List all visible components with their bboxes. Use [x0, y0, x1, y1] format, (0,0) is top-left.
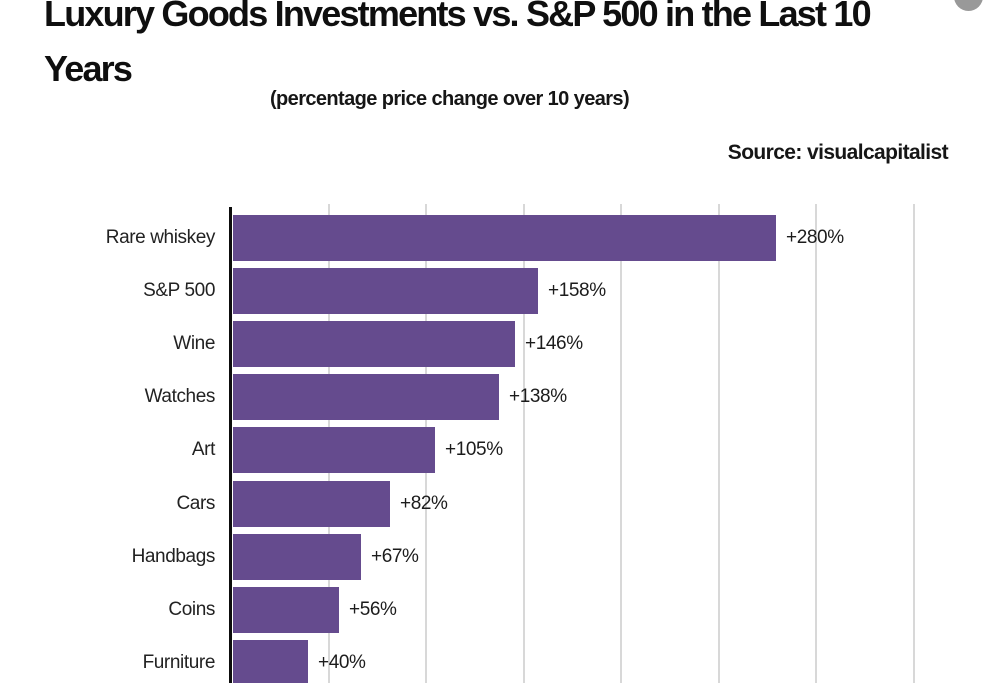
bar-row: Handbags +67%	[0, 533, 1000, 580]
bar-row: Art +105%	[0, 427, 1000, 474]
gridline	[912, 204, 915, 683]
bar	[233, 480, 390, 527]
source-credit: Source: visualcapitalist	[727, 141, 949, 164]
bar	[233, 533, 361, 580]
bar	[233, 374, 499, 421]
floating-widget-button[interactable]	[954, 0, 983, 11]
bar	[233, 268, 538, 315]
chart-title-line1: Luxury Goods Investments vs. S&P 500 in …	[44, 0, 872, 34]
chart-subtitle: (percentage price change over 10 years)	[270, 88, 630, 110]
gridline	[717, 204, 720, 683]
category-label: Cars	[176, 492, 215, 514]
gridline	[522, 204, 525, 683]
bar-row: S&P 500 +158%	[0, 268, 1000, 315]
value-label: +280%	[786, 227, 844, 248]
gridline	[815, 204, 817, 683]
bar	[233, 215, 776, 261]
value-label: +158%	[548, 280, 606, 302]
bar-row: Rare whiskey +280%	[0, 215, 1000, 261]
category-label: Watches	[144, 386, 216, 408]
bar-row: Coins +56%	[0, 586, 1000, 633]
category-label: Wine	[173, 333, 215, 355]
bar-row: Cars +82%	[0, 480, 1000, 527]
bar	[233, 427, 435, 474]
bar	[233, 639, 308, 683]
value-label: +67%	[371, 545, 419, 567]
category-label: Handbags	[131, 545, 216, 567]
category-label: S&P 500	[143, 280, 215, 302]
y-axis-line	[229, 207, 232, 683]
value-label: +146%	[525, 333, 583, 355]
value-label: +40%	[318, 651, 366, 673]
chart-title-line2: Years	[44, 48, 133, 89]
bar	[233, 586, 339, 633]
category-label: Coins	[168, 598, 215, 620]
value-label: +105%	[445, 439, 503, 461]
category-label: Art	[191, 439, 215, 461]
category-label: Furniture	[142, 651, 216, 673]
value-label: +82%	[400, 492, 448, 514]
value-label: +138%	[509, 386, 567, 408]
bar-row: Furniture +40%	[0, 639, 1000, 683]
bar	[233, 321, 515, 368]
gridline	[620, 204, 622, 683]
bar-row: Wine +146%	[0, 321, 1000, 368]
category-label: Rare whiskey	[105, 227, 216, 248]
bar-row: Watches +138%	[0, 374, 1000, 421]
value-label: +56%	[349, 598, 397, 620]
